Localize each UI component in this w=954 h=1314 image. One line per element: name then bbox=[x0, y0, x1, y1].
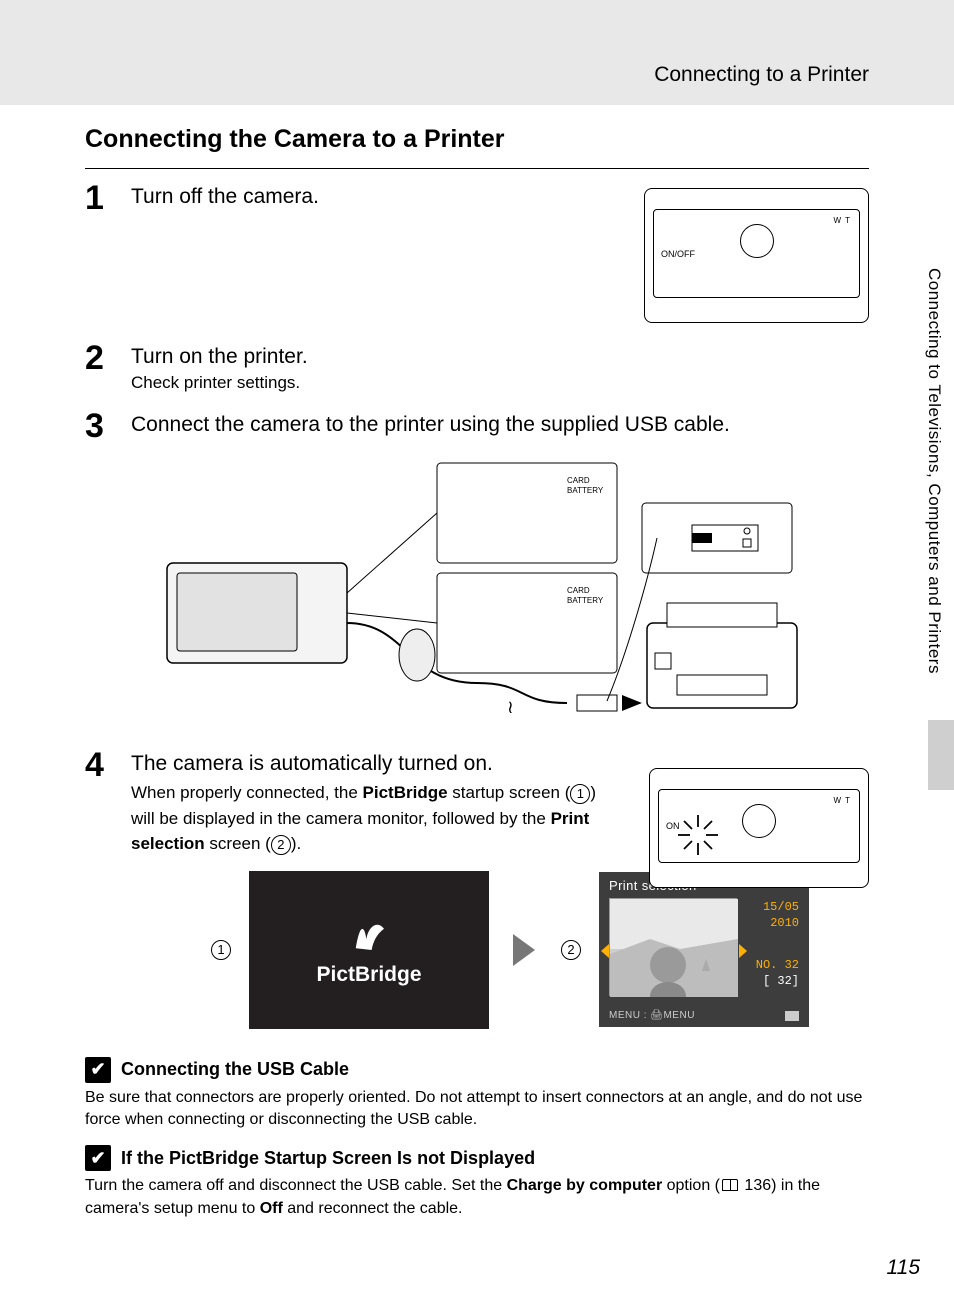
print-image-count: [ 32] bbox=[763, 974, 799, 988]
note2-charge-by-computer: Charge by computer bbox=[507, 1177, 663, 1194]
prev-image-arrow-icon bbox=[601, 944, 609, 958]
arrow-right-icon bbox=[513, 934, 535, 966]
step-2-text: Turn on the printer. bbox=[131, 345, 869, 369]
print-image-number: NO. 32 bbox=[756, 958, 799, 972]
check-icon: ✔ bbox=[85, 1145, 111, 1171]
svg-text:CARD: CARD bbox=[567, 476, 590, 485]
header-section-title: Connecting to a Printer bbox=[654, 63, 869, 87]
note-1-body: Be sure that connectors are properly ori… bbox=[85, 1087, 869, 1132]
zoom-label-2: W T bbox=[833, 796, 851, 805]
manual-ref-icon bbox=[722, 1179, 738, 1191]
print-selection-screen: Print selection bbox=[599, 872, 809, 1027]
marker-2: 2 bbox=[561, 940, 581, 960]
check-icon: ✔ bbox=[85, 1057, 111, 1083]
page-title: Connecting the Camera to a Printer bbox=[85, 125, 869, 154]
page: Connecting to a Printer Connecting to Te… bbox=[0, 0, 954, 1314]
note2-off-word: Off bbox=[260, 1200, 283, 1217]
step4-detail-c: startup screen ( bbox=[448, 783, 571, 802]
note2-e: and reconnect the cable. bbox=[283, 1200, 463, 1217]
step-3-text: Connect the camera to the printer using … bbox=[131, 413, 869, 437]
title-rule bbox=[85, 168, 869, 169]
next-image-arrow-icon bbox=[739, 944, 747, 958]
note-1-title: Connecting the USB Cable bbox=[121, 1059, 349, 1080]
power-on-burst-icon bbox=[673, 810, 723, 860]
note-2-body: Turn the camera off and disconnect the U… bbox=[85, 1175, 869, 1220]
step4-detail-a: When properly connected, the bbox=[131, 783, 363, 802]
pictbridge-screen: PictBridge bbox=[249, 871, 489, 1029]
header-band: Connecting to a Printer bbox=[0, 0, 954, 105]
note-usb-cable: ✔ Connecting the USB Cable Be sure that … bbox=[85, 1057, 869, 1132]
pictbridge-logo-icon bbox=[347, 913, 391, 957]
svg-text:≀: ≀ bbox=[507, 697, 514, 717]
marker-1: 1 bbox=[211, 940, 231, 960]
step-3: 3 Connect the camera to the printer usin… bbox=[85, 409, 869, 443]
step4-pictbridge-word: PictBridge bbox=[363, 783, 448, 802]
grid-icon bbox=[785, 1011, 799, 1021]
note-pictbridge-not-displayed: ✔ If the PictBridge Startup Screen Is no… bbox=[85, 1145, 869, 1220]
camera-off-diagram: ON/OFF W T bbox=[644, 188, 869, 323]
note2-c: option ( bbox=[662, 1177, 720, 1194]
svg-text:BATTERY: BATTERY bbox=[567, 596, 604, 605]
step4-detail-f: screen ( bbox=[205, 834, 271, 853]
print-selection-thumbnail bbox=[609, 898, 737, 996]
step-1-number: 1 bbox=[85, 181, 115, 215]
print-date-2: 2010 bbox=[770, 916, 799, 930]
circled-1-inline: 1 bbox=[570, 784, 590, 804]
print-date-1: 15/05 bbox=[763, 900, 799, 914]
on-off-label: ON/OFF bbox=[660, 249, 696, 259]
screens-row: 1 PictBridge 2 Print selection bbox=[211, 871, 869, 1029]
usb-cable-diagram: ≀ CARD BATTERY CARD BATTERY bbox=[147, 453, 807, 728]
print-menu-hint: MENU : 🖨MENU bbox=[609, 1010, 695, 1021]
step-2-number: 2 bbox=[85, 341, 115, 375]
page-number: 115 bbox=[887, 1256, 920, 1280]
svg-text:BATTERY: BATTERY bbox=[567, 486, 604, 495]
step-2-sub: Check printer settings. bbox=[131, 373, 869, 393]
circled-2-inline: 2 bbox=[271, 835, 291, 855]
step4-detail-g: ). bbox=[291, 834, 301, 853]
zoom-label: W T bbox=[833, 216, 851, 225]
step-2: 2 Turn on the printer. Check printer set… bbox=[85, 341, 869, 399]
camera-on-diagram: ON W T bbox=[649, 768, 869, 888]
note2-a: Turn the camera off and disconnect the U… bbox=[85, 1177, 507, 1194]
svg-text:CARD: CARD bbox=[567, 586, 590, 595]
step-4-detail: When properly connected, the PictBridge … bbox=[131, 780, 621, 857]
step-4-number: 4 bbox=[85, 748, 115, 782]
pictbridge-label: PictBridge bbox=[316, 963, 421, 987]
note-2-title: If the PictBridge Startup Screen Is not … bbox=[121, 1148, 535, 1169]
step-3-number: 3 bbox=[85, 409, 115, 443]
